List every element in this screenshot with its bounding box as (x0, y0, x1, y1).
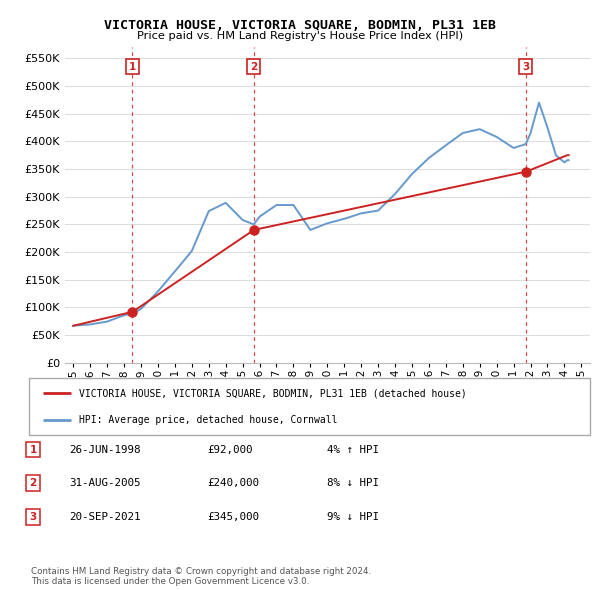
Text: 3: 3 (522, 61, 529, 71)
Text: £240,000: £240,000 (207, 478, 259, 488)
Text: VICTORIA HOUSE, VICTORIA SQUARE, BODMIN, PL31 1EB: VICTORIA HOUSE, VICTORIA SQUARE, BODMIN,… (104, 19, 496, 32)
Text: 26-JUN-1998: 26-JUN-1998 (69, 445, 140, 454)
Text: 4% ↑ HPI: 4% ↑ HPI (327, 445, 379, 454)
FancyBboxPatch shape (29, 378, 590, 435)
Text: Contains HM Land Registry data © Crown copyright and database right 2024.
This d: Contains HM Land Registry data © Crown c… (31, 567, 371, 586)
Text: £345,000: £345,000 (207, 512, 259, 522)
Text: 2: 2 (250, 61, 257, 71)
Text: 8% ↓ HPI: 8% ↓ HPI (327, 478, 379, 488)
Text: VICTORIA HOUSE, VICTORIA SQUARE, BODMIN, PL31 1EB (detached house): VICTORIA HOUSE, VICTORIA SQUARE, BODMIN,… (79, 388, 467, 398)
Text: 3: 3 (29, 512, 37, 522)
Text: 1: 1 (29, 445, 37, 454)
Text: HPI: Average price, detached house, Cornwall: HPI: Average price, detached house, Corn… (79, 415, 338, 425)
Text: 31-AUG-2005: 31-AUG-2005 (69, 478, 140, 488)
Text: 9% ↓ HPI: 9% ↓ HPI (327, 512, 379, 522)
Text: 1: 1 (129, 61, 136, 71)
Text: £92,000: £92,000 (207, 445, 253, 454)
Text: 20-SEP-2021: 20-SEP-2021 (69, 512, 140, 522)
Text: Price paid vs. HM Land Registry's House Price Index (HPI): Price paid vs. HM Land Registry's House … (137, 31, 463, 41)
Text: 2: 2 (29, 478, 37, 488)
